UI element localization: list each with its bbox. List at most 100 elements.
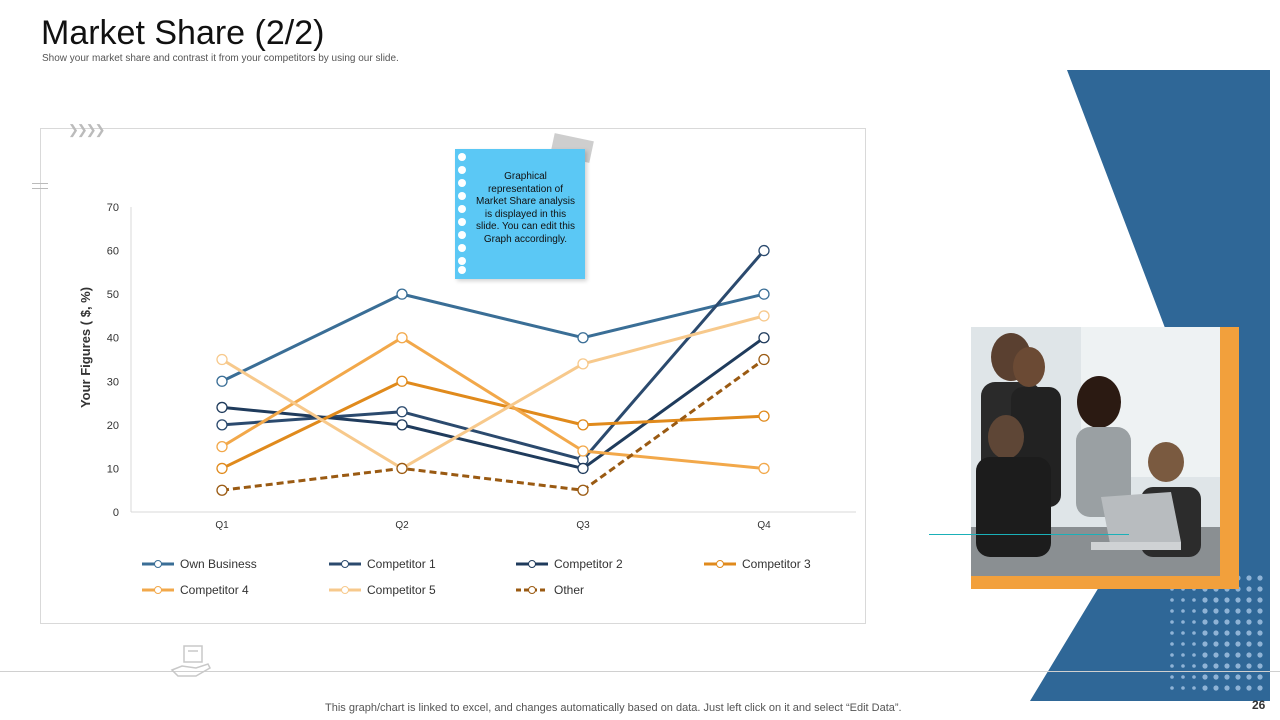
series-line-6 (221, 358, 765, 492)
pattern-dot (1213, 652, 1219, 658)
pattern-dot (1192, 664, 1196, 668)
y-tick-label: 20 (107, 420, 119, 432)
data-point (216, 440, 228, 453)
pattern-dot (1213, 663, 1219, 669)
legend-label: Competitor 2 (554, 557, 623, 571)
data-point (396, 375, 408, 387)
note-hole (458, 205, 466, 213)
note-hole (458, 266, 466, 274)
legend-swatch (516, 586, 548, 594)
pattern-dot (1213, 608, 1219, 614)
pattern-dot (1257, 575, 1263, 581)
line-chart[interactable]: 0 10 20 30 40 50 60 70 Q1 Q2 Q3 Q4 Your Figures ( $,… (41, 129, 867, 625)
legend-label: Other (554, 583, 585, 597)
pattern-dot (1181, 642, 1185, 646)
y-tick-label: 70 (107, 202, 119, 214)
note-hole (458, 244, 466, 252)
pattern-dot (1213, 674, 1219, 680)
legend-item: Competitor 3 (702, 556, 811, 572)
x-tick-label: Q4 (757, 520, 771, 531)
legend-item: Competitor 2 (514, 556, 623, 572)
pattern-dot (1235, 663, 1241, 669)
pattern-dot (1170, 609, 1174, 613)
pattern-dot (1224, 641, 1230, 647)
pattern-dot (1224, 652, 1230, 658)
legend-swatch (516, 560, 548, 568)
pattern-dot (1213, 630, 1219, 636)
team-photo (971, 327, 1220, 576)
y-tick-label: 30 (107, 376, 119, 388)
teal-accent-line (929, 534, 1129, 535)
pattern-dot (1224, 597, 1230, 603)
pattern-dot (1213, 597, 1219, 603)
data-point (396, 288, 408, 300)
pattern-dot (1181, 598, 1185, 602)
y-tick-label: 50 (107, 289, 119, 301)
note-hole (458, 257, 466, 265)
pattern-dot (1257, 619, 1263, 625)
pattern-dot (1224, 685, 1230, 691)
pattern-dot (1170, 686, 1174, 690)
legend-label: Competitor 4 (180, 583, 249, 597)
data-point (758, 288, 770, 300)
legend-item: Competitor 1 (327, 556, 436, 572)
data-point (216, 484, 228, 496)
pattern-dot (1202, 685, 1208, 691)
legend-label: Competitor 3 (742, 557, 811, 571)
note-hole (458, 166, 466, 174)
pattern-dot (1213, 619, 1219, 625)
note-text: Graphical representation of Market Share… (476, 171, 575, 245)
data-point (216, 375, 228, 387)
pattern-dot (1202, 652, 1208, 658)
legend-item: Competitor 5 (327, 582, 436, 598)
pattern-dot (1192, 631, 1196, 635)
legend-swatch (704, 560, 736, 568)
data-point (577, 484, 589, 496)
series-line-1 (221, 249, 766, 462)
pattern-dot (1246, 652, 1252, 658)
pattern-dot (1246, 674, 1252, 680)
pattern-dot (1192, 642, 1196, 646)
pattern-dot (1224, 619, 1230, 625)
data-point (216, 419, 228, 431)
series-line-5 (221, 314, 765, 470)
pattern-dot (1181, 653, 1185, 657)
footer-divider (0, 671, 1280, 672)
chevron-arrows-icon: ❯❯❯❯ (68, 122, 106, 137)
pattern-dot (1246, 663, 1252, 669)
x-tick-label: Q1 (215, 520, 229, 531)
pattern-dot (1181, 675, 1185, 679)
series-line-0 (221, 292, 765, 383)
pattern-dot (1246, 597, 1252, 603)
y-tick-label: 40 (107, 333, 119, 345)
data-point (396, 462, 408, 475)
pattern-dot (1224, 608, 1230, 614)
chart-frame[interactable]: 0 10 20 30 40 50 60 70 Q1 Q2 Q3 Q4 Your Figures ( $,… (40, 128, 866, 624)
pattern-dot (1257, 630, 1263, 636)
pattern-dot (1202, 597, 1208, 603)
pattern-dot (1170, 675, 1174, 679)
hand-holding-box-icon (170, 645, 211, 677)
data-point (216, 353, 228, 366)
series-line-4 (221, 336, 765, 470)
team-photo-illustration (971, 327, 1220, 576)
x-tick-label: Q3 (576, 520, 590, 531)
pattern-dot (1192, 609, 1196, 613)
pattern-dot (1246, 608, 1252, 614)
note-hole (458, 179, 466, 187)
pattern-dot (1235, 641, 1241, 647)
pattern-dot (1224, 630, 1230, 636)
pattern-dot (1213, 641, 1219, 647)
note-hole (458, 218, 466, 226)
legend-swatch (142, 560, 174, 568)
pattern-dot (1246, 586, 1252, 592)
pattern-dot (1235, 619, 1241, 625)
page-subtitle: Show your market share and contrast it f… (42, 53, 399, 64)
series-line-3 (221, 379, 765, 470)
pattern-dot (1235, 608, 1241, 614)
note-hole (458, 153, 466, 161)
data-point (577, 462, 589, 475)
pattern-dot (1192, 686, 1196, 690)
pattern-dot (1170, 664, 1174, 668)
pattern-dot (1257, 685, 1263, 691)
